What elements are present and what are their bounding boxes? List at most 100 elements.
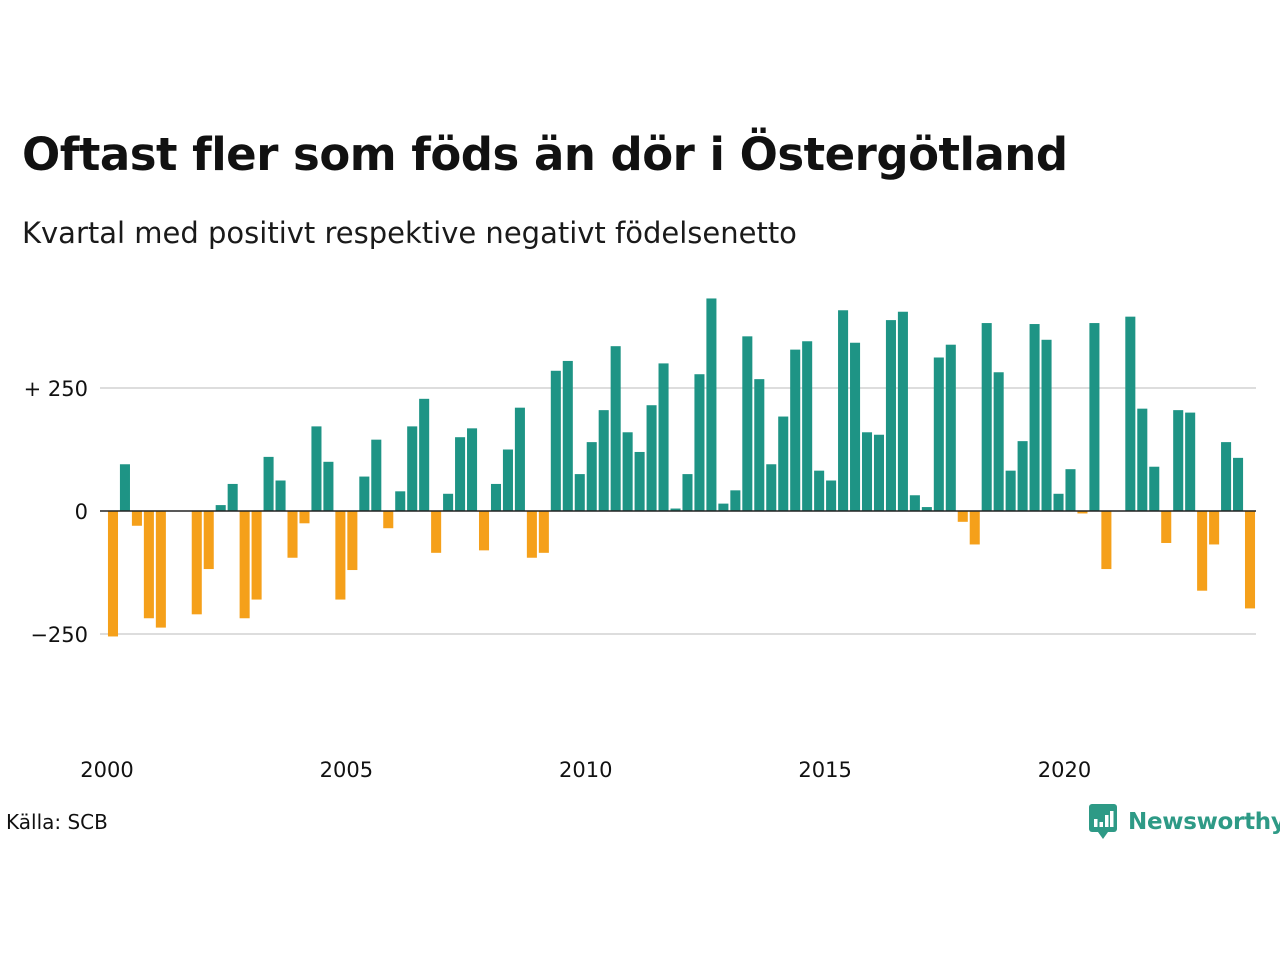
bar [1185,412,1196,511]
newsworthy-logo-icon [1089,804,1117,839]
bar [131,511,142,526]
bar [215,505,226,511]
bar [1005,470,1016,511]
x-tick-label: 2010 [559,758,612,782]
bar [1233,457,1244,511]
x-tick-label: 2005 [320,758,373,782]
bar [323,461,334,511]
x-tick-label: 2015 [798,758,851,782]
bar [490,483,502,511]
bar [1173,410,1184,511]
bar [1017,441,1028,511]
bar [754,379,765,511]
y-tick-label: 0 [75,500,88,524]
bar [622,432,633,511]
bar [586,442,597,511]
bar [682,474,693,511]
bar [335,511,346,600]
bar [694,374,705,511]
brand-name: Newsworthy [1128,809,1280,835]
bar [155,511,166,628]
bar [1137,408,1148,511]
bar [873,434,885,511]
bar [359,476,370,511]
bar [574,474,585,511]
bar [838,310,849,511]
bar [670,508,681,511]
bar [1029,324,1040,511]
bar [1221,442,1232,511]
bar [610,346,621,511]
bar [742,336,753,511]
bar [395,491,406,511]
y-tick-label: + 250 [24,377,88,401]
bar [1161,511,1172,543]
bar [467,428,478,511]
bar [203,511,214,570]
bar [706,298,717,511]
bar [347,511,358,571]
bar [993,372,1004,511]
bar [921,507,932,511]
bar [1077,511,1088,514]
bar [850,342,861,511]
bar [634,451,645,511]
bar [730,490,741,511]
bar [814,470,825,511]
bar [658,363,669,511]
bar [790,349,801,511]
bar [598,410,609,511]
bar [407,426,418,511]
bar [514,407,525,511]
bar [275,480,286,511]
brand[interactable]: Newsworthy [1088,802,1280,842]
bar [478,511,490,551]
chart-title: Oftast fler som föds än dör i Östergötla… [22,128,1068,181]
bar [287,511,298,558]
bar [766,464,777,511]
bar [1041,339,1052,511]
bar [191,511,202,615]
bar [1065,469,1076,511]
bar [562,360,573,511]
bar [778,416,789,511]
bar [897,311,908,511]
bar [945,344,956,511]
bar [981,323,992,511]
bar [239,511,250,619]
bar [1125,316,1136,511]
bar [119,464,130,511]
bar [419,398,430,511]
bar [933,357,944,511]
bar [550,370,561,511]
bar [957,511,968,522]
bar [1197,511,1208,591]
bar [371,439,382,511]
bar [909,495,920,511]
bar [143,511,154,619]
y-tick-label: −250 [30,623,88,647]
bar [538,511,549,553]
chart-subtitle: Kvartal med positivt respektive negativt… [22,216,797,250]
bar [969,511,980,545]
source-note: Källa: SCB [6,810,108,834]
bar [311,426,322,511]
bar [455,437,466,511]
bar [431,511,442,553]
bar [1089,323,1100,511]
bar [802,341,813,511]
bar [1101,511,1112,570]
bar [526,511,537,558]
bar [227,483,238,511]
bar [718,503,729,511]
bar [251,511,262,600]
bar [646,405,657,511]
bar [443,493,454,511]
bar [1053,493,1064,511]
bar [885,320,896,511]
bar [1149,466,1160,511]
bar [1209,511,1220,545]
bar [263,456,274,511]
bar [861,432,873,511]
